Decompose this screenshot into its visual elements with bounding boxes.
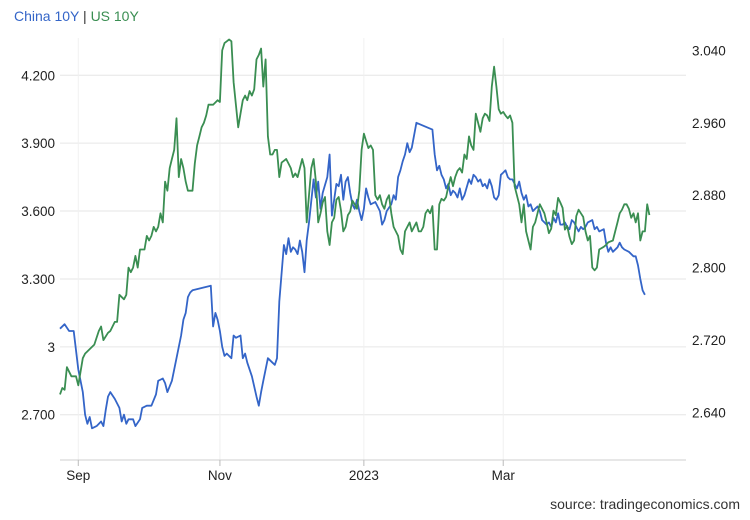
right-tick-label: 2.960 [692,116,726,131]
legend-china-10y[interactable]: China 10Y [14,8,80,24]
left-tick-label: 2.700 [21,408,55,423]
x-axis: Sep Nov 2023 Mar [60,459,686,483]
x-tick-label: Nov [208,468,232,483]
right-tick-label: 2.800 [692,261,726,276]
left-tick-label: 3 [47,340,55,355]
series-line-us-10y[interactable] [59,38,651,395]
vertical-gridlines [77,38,504,460]
right-tick-label: 2.640 [692,405,726,420]
x-tick-label: Sep [66,468,90,483]
left-tick-label: 3.900 [21,136,55,151]
x-tick-label: Mar [492,468,516,483]
legend-separator: | [79,8,91,24]
left-tick-label: 3.300 [21,272,55,287]
left-tick-label: 3.600 [21,204,55,219]
series-lines[interactable] [59,38,651,430]
right-tick-label: 2.720 [692,333,726,348]
left-tick-label: 4.200 [21,68,55,83]
right-axis-ticks: 2.640 2.720 2.800 2.880 2.960 3.040 [692,43,726,420]
right-tick-label: 2.880 [692,188,726,203]
x-tick-label: 2023 [349,468,379,483]
gridlines [60,74,686,416]
series-line-china-10y[interactable] [59,121,646,430]
chart-legend: China 10Y | US 10Y [14,8,139,24]
right-tick-label: 3.040 [692,43,726,58]
source-credit: source: tradingeconomics.com [550,496,740,512]
legend-us-10y[interactable]: US 10Y [90,8,139,24]
left-axis-ticks: 2.700 3 3.300 3.600 3.900 4.200 [21,68,55,422]
